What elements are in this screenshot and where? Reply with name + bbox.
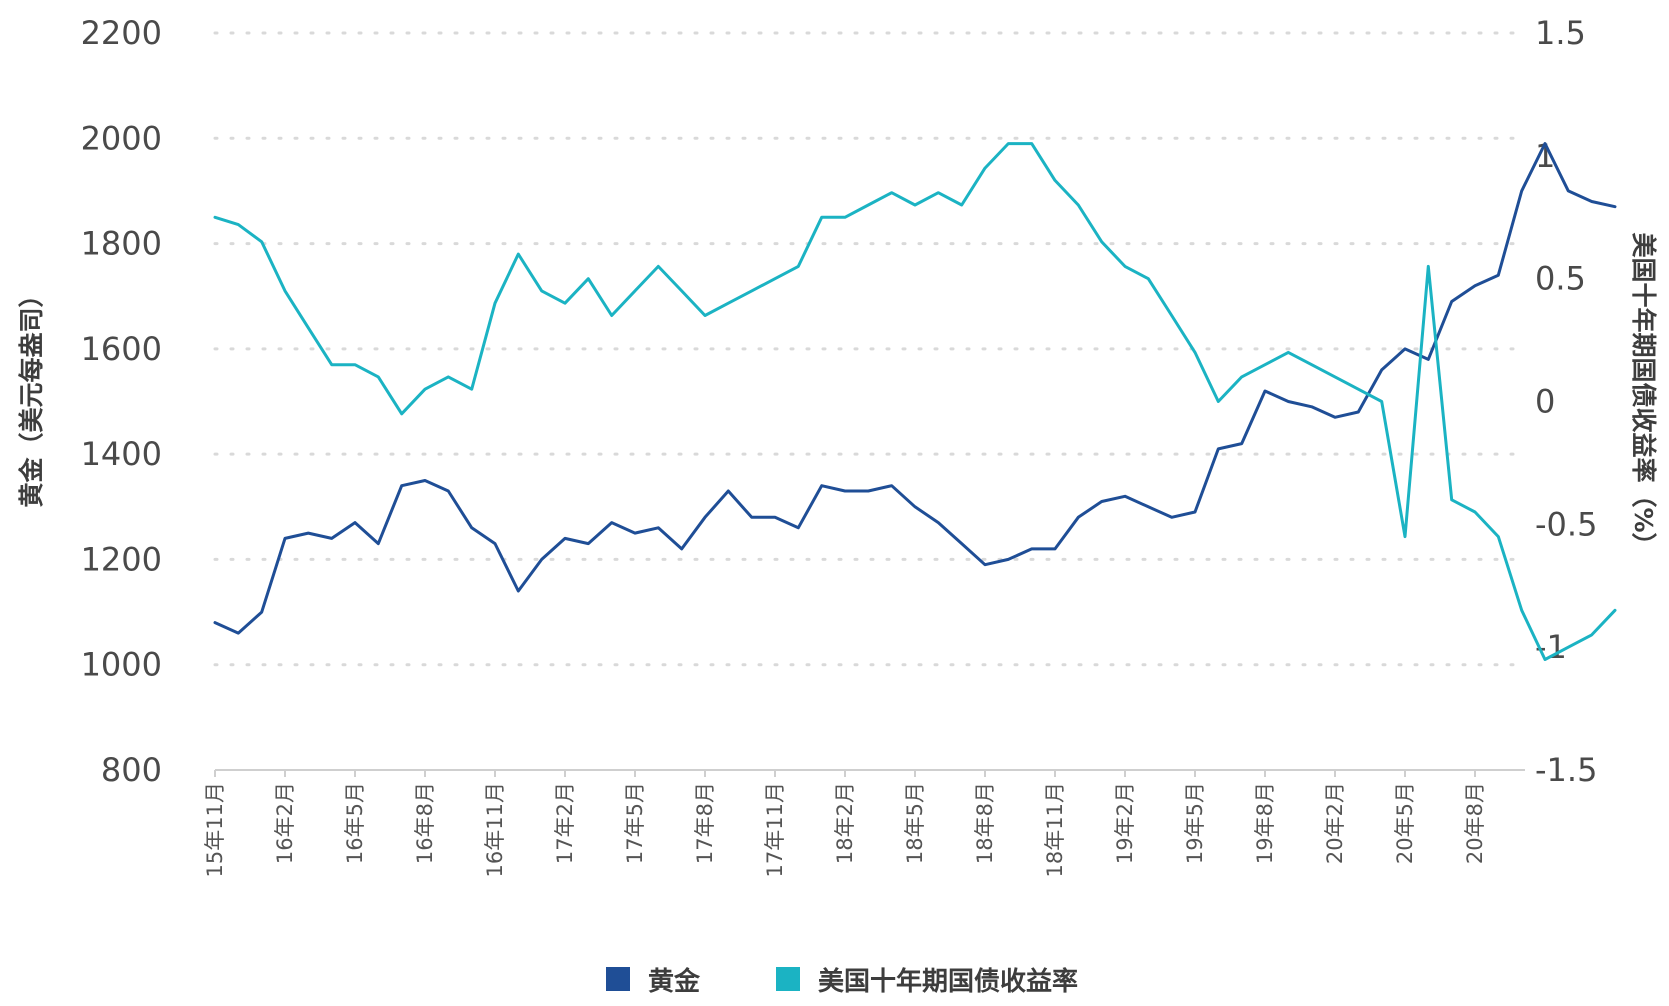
x-tick-label: 19年8月 (1253, 782, 1277, 864)
left-y-tick-label: 1400 (81, 435, 162, 473)
right-y-axis-label: 美国十年期国债收益率（%） (1629, 232, 1658, 557)
series-line-treasury-yield (213, 142, 1617, 661)
left-y-tick-label: 1200 (81, 540, 162, 578)
legend-swatch-gold (606, 967, 630, 991)
right-y-tick-label: 1.5 (1535, 14, 1586, 52)
x-tick-label: 17年8月 (693, 782, 717, 864)
left-y-tick-label: 1600 (81, 330, 162, 368)
x-axis: 15年11月 16年2月 16年5月 16年8月 16年11月 17年2月 17年5月 17年… (203, 769, 1525, 877)
left-y-tick-label: 2000 (81, 119, 162, 157)
left-y-tick-label: 2200 (81, 14, 162, 52)
x-tick-label: 19年2月 (1113, 782, 1137, 864)
x-tick-label: 20年5月 (1393, 782, 1417, 864)
x-tick-label: 18年5月 (903, 782, 927, 864)
x-tick-label: 17年2月 (553, 782, 577, 864)
right-y-tick-label: 1 (1535, 137, 1555, 175)
right-y-tick-label: -0.5 (1535, 505, 1597, 543)
left-y-axis-ticks: 2200 2000 1800 1600 1400 1200 1000 800 (81, 14, 162, 789)
right-y-tick-label: 0 (1535, 383, 1555, 421)
x-tick-label: 19年5月 (1183, 782, 1207, 864)
left-y-axis-label: 黄金（美元每盎司） (17, 282, 46, 507)
legend-item-treasury-yield[interactable]: 美国十年期国债收益率 (776, 966, 1078, 997)
x-tick-label: 16年5月 (343, 782, 367, 864)
x-tick-label: 18年8月 (973, 782, 997, 864)
x-tick-label: 20年8月 (1463, 782, 1487, 864)
x-tick-label: 16年2月 (273, 782, 297, 864)
left-y-tick-label: 800 (101, 751, 162, 789)
legend-label-gold: 黄金 (648, 966, 701, 997)
left-y-tick-label: 1000 (81, 646, 162, 684)
series-layer (213, 142, 1617, 661)
legend-item-gold[interactable]: 黄金 (606, 966, 701, 997)
right-y-tick-label: 0.5 (1535, 260, 1586, 298)
x-tick-label: 17年5月 (623, 782, 647, 864)
x-tick-label: 16年8月 (413, 782, 437, 864)
horizontal-grid (213, 31, 1527, 667)
x-tick-label: 16年11月 (483, 782, 507, 877)
right-y-axis-ticks: 1.510.50-0.5-1-1.5 (1535, 14, 1597, 789)
x-tick-label: 20年2月 (1323, 782, 1347, 864)
x-tick-label: 18年2月 (833, 782, 857, 864)
x-tick-label: 15年11月 (203, 782, 227, 877)
legend: 黄金 美国十年期国债收益率 (606, 966, 1078, 997)
x-tick-label: 17年11月 (763, 782, 787, 877)
legend-label-treasury-yield: 美国十年期国债收益率 (818, 966, 1078, 997)
series-line-gold (213, 142, 1617, 635)
right-y-tick-label: -1.5 (1535, 751, 1597, 789)
x-tick-label: 18年11月 (1043, 782, 1067, 877)
legend-swatch-treasury-yield (776, 967, 800, 991)
left-y-tick-label: 1800 (81, 225, 162, 263)
